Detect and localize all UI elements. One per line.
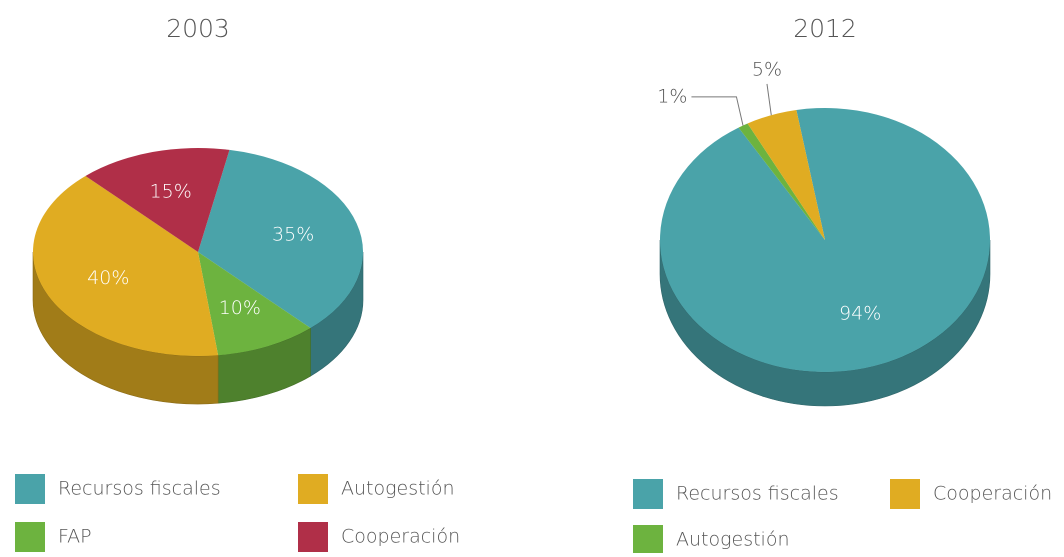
value-label: 5% <box>752 58 782 80</box>
leader-line <box>766 83 772 116</box>
legend-label: Recursos fiscales <box>58 478 221 500</box>
pie-slice <box>198 252 311 356</box>
value-label: 1% <box>657 85 687 107</box>
legend-label: FAP <box>58 526 92 548</box>
chart-title: 2012 <box>793 14 857 43</box>
legend-label: Cooperación <box>933 483 1052 505</box>
value-label: 15% <box>150 181 192 203</box>
legend-swatch <box>633 479 663 509</box>
pie-slice <box>198 149 363 329</box>
legend-swatch <box>633 525 663 555</box>
value-label: 40% <box>87 267 129 289</box>
chart-title: 2003 <box>166 14 230 43</box>
pie-slice <box>32 175 219 356</box>
legend-label: Recursos fiscales <box>676 483 839 505</box>
legend-swatch <box>890 479 920 509</box>
value-label: 94% <box>839 303 881 325</box>
pie-slice <box>659 108 990 372</box>
pie-side <box>32 251 219 405</box>
legend-swatch <box>298 474 328 504</box>
leader-line <box>691 96 744 126</box>
legend-label: Cooperación <box>341 526 460 548</box>
legend-label: Autogestión <box>341 478 455 500</box>
legend-label: Autogestión <box>676 529 790 551</box>
value-label: 35% <box>272 223 314 245</box>
pie-slice <box>738 123 825 240</box>
legend-swatch <box>15 522 45 552</box>
value-label: 10% <box>219 297 261 319</box>
legend-swatch <box>15 474 45 504</box>
pie-slice <box>747 110 825 241</box>
legend-swatch <box>298 522 328 552</box>
pie-slice <box>85 148 230 252</box>
